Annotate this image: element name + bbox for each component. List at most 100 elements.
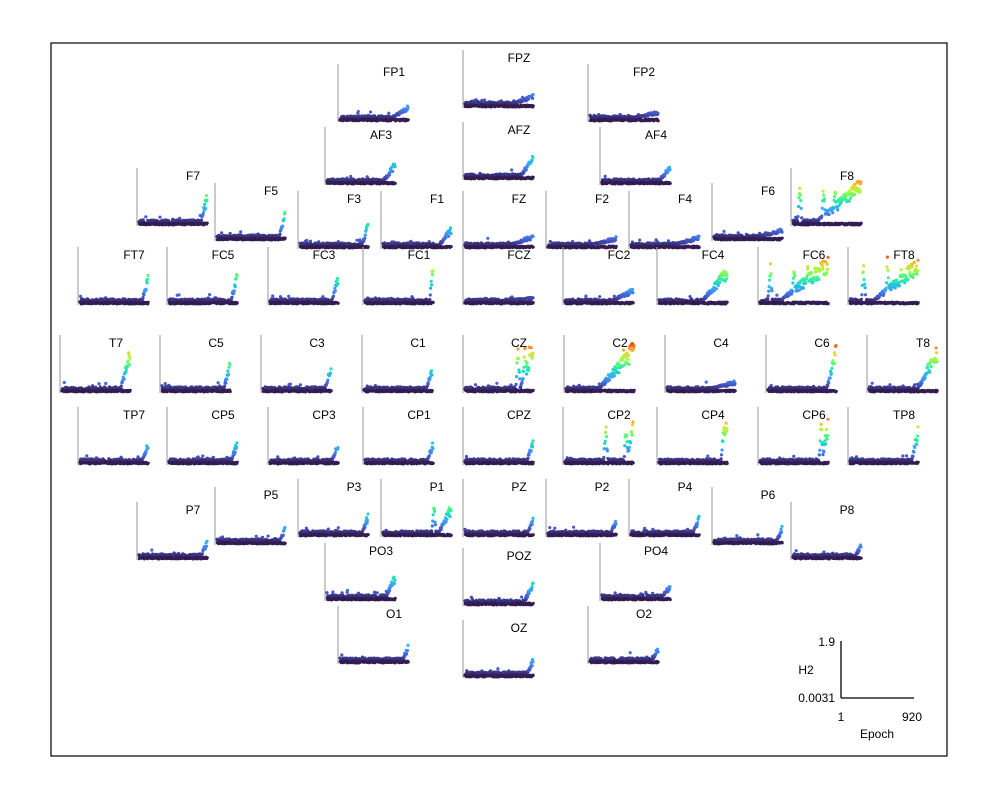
data-point <box>613 238 618 242</box>
data-point <box>145 277 150 281</box>
data-point <box>203 202 207 206</box>
data-point <box>144 288 148 292</box>
data-point <box>831 211 835 215</box>
data-point <box>531 93 535 97</box>
data-point <box>363 233 367 237</box>
channel-plot-fpz: FPZ <box>462 50 535 109</box>
data-point <box>822 197 827 201</box>
data-point <box>448 226 453 230</box>
data-point <box>656 119 660 123</box>
data-point <box>283 210 287 214</box>
data-point <box>530 158 534 162</box>
channel-label-afz: AFZ <box>508 123 531 137</box>
data-point <box>283 236 287 240</box>
channel-label-f5: F5 <box>264 184 278 198</box>
data-point <box>391 169 395 174</box>
data-point <box>369 110 373 114</box>
data-point <box>848 196 853 201</box>
data-point <box>449 245 453 249</box>
data-point <box>486 236 490 240</box>
data-point <box>614 235 618 239</box>
data-point <box>355 238 359 242</box>
channel-label-fp2: FP2 <box>633 65 655 79</box>
channel-label-f1: F1 <box>430 192 444 206</box>
data-point <box>364 228 368 232</box>
data-point <box>199 218 204 222</box>
data-point <box>820 214 824 218</box>
data-point <box>145 281 149 285</box>
channel-label-fp1: FP1 <box>383 65 405 79</box>
data-point <box>821 189 825 193</box>
data-point <box>480 98 484 102</box>
data-point <box>832 207 836 211</box>
data-point <box>510 168 514 172</box>
data-point <box>859 180 863 184</box>
data-point <box>531 155 535 159</box>
data-point <box>146 300 150 304</box>
data-point <box>531 234 535 239</box>
data-point <box>363 236 367 240</box>
data-point <box>531 104 535 108</box>
data-point <box>638 238 642 242</box>
data-point <box>799 199 803 203</box>
data-point <box>859 221 863 225</box>
data-point <box>697 234 701 238</box>
data-point <box>799 206 803 210</box>
channel-label-f7: F7 <box>186 169 200 183</box>
data-point <box>530 96 535 100</box>
data-point <box>853 192 857 196</box>
data-point <box>833 192 838 196</box>
data-point <box>204 206 208 210</box>
data-point <box>780 236 784 240</box>
data-point <box>780 230 784 234</box>
channel-label-f2: F2 <box>595 192 609 206</box>
data-point <box>239 230 243 234</box>
data-point <box>798 193 802 197</box>
data-point <box>393 165 397 169</box>
data-point <box>144 215 148 219</box>
data-point <box>146 273 150 278</box>
data-point <box>205 198 209 202</box>
data-point <box>366 222 370 227</box>
data-point <box>668 168 672 172</box>
channel-label-ft7: FT7 <box>123 248 145 262</box>
data-point <box>282 217 286 221</box>
data-point <box>531 245 535 249</box>
data-point <box>697 245 701 249</box>
data-point <box>797 196 801 200</box>
data-point <box>204 194 209 198</box>
data-point <box>796 215 800 219</box>
channel-label-fpz: FPZ <box>508 51 531 65</box>
data-point <box>178 216 182 220</box>
data-point <box>449 232 453 236</box>
data-point <box>406 118 410 122</box>
data-point <box>603 174 607 178</box>
data-point <box>800 216 804 220</box>
data-point <box>832 195 837 199</box>
data-point <box>158 215 162 219</box>
data-point <box>656 111 660 115</box>
data-point <box>858 190 862 194</box>
data-point <box>820 206 824 210</box>
channel-points-fpz <box>463 93 535 109</box>
channel-label-fz: FZ <box>512 192 527 206</box>
data-point <box>798 186 802 190</box>
data-point <box>822 193 826 197</box>
channel-label-af4: AF4 <box>645 128 667 142</box>
data-point <box>531 175 535 179</box>
channel-label-f3: F3 <box>347 192 361 206</box>
data-point <box>483 98 487 102</box>
data-point <box>696 237 700 241</box>
data-point <box>356 109 360 114</box>
data-point <box>366 245 370 249</box>
data-point <box>278 232 282 236</box>
data-point <box>528 238 532 242</box>
channel-label-f6: F6 <box>761 184 775 198</box>
data-point <box>668 181 672 185</box>
data-point <box>220 231 224 235</box>
data-point <box>722 229 726 233</box>
data-point <box>205 221 209 225</box>
channel-label-f8: F8 <box>840 169 854 183</box>
